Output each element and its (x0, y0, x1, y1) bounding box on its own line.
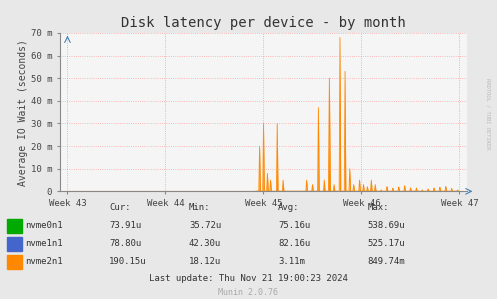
Text: 525.17u: 525.17u (368, 239, 406, 248)
Text: nvme2n1: nvme2n1 (25, 257, 63, 266)
Text: Last update: Thu Nov 21 19:00:23 2024: Last update: Thu Nov 21 19:00:23 2024 (149, 274, 348, 283)
Text: Max:: Max: (368, 203, 389, 212)
Text: 42.30u: 42.30u (189, 239, 221, 248)
Text: 538.69u: 538.69u (368, 221, 406, 230)
Text: RRDTOOL / TOBI OETIKER: RRDTOOL / TOBI OETIKER (486, 78, 491, 150)
Text: 82.16u: 82.16u (278, 239, 311, 248)
Y-axis label: Average IO Wait (seconds): Average IO Wait (seconds) (18, 39, 28, 186)
Text: 73.91u: 73.91u (109, 221, 142, 230)
Title: Disk latency per device - by month: Disk latency per device - by month (121, 16, 406, 30)
Text: 190.15u: 190.15u (109, 257, 147, 266)
Text: 75.16u: 75.16u (278, 221, 311, 230)
Text: Munin 2.0.76: Munin 2.0.76 (219, 288, 278, 297)
Text: 78.80u: 78.80u (109, 239, 142, 248)
Text: 18.12u: 18.12u (189, 257, 221, 266)
Text: Avg:: Avg: (278, 203, 300, 212)
Text: 3.11m: 3.11m (278, 257, 305, 266)
Text: nvme0n1: nvme0n1 (25, 221, 63, 230)
Text: Cur:: Cur: (109, 203, 131, 212)
Text: 35.72u: 35.72u (189, 221, 221, 230)
Text: nvme1n1: nvme1n1 (25, 239, 63, 248)
Text: 849.74m: 849.74m (368, 257, 406, 266)
Text: Min:: Min: (189, 203, 210, 212)
